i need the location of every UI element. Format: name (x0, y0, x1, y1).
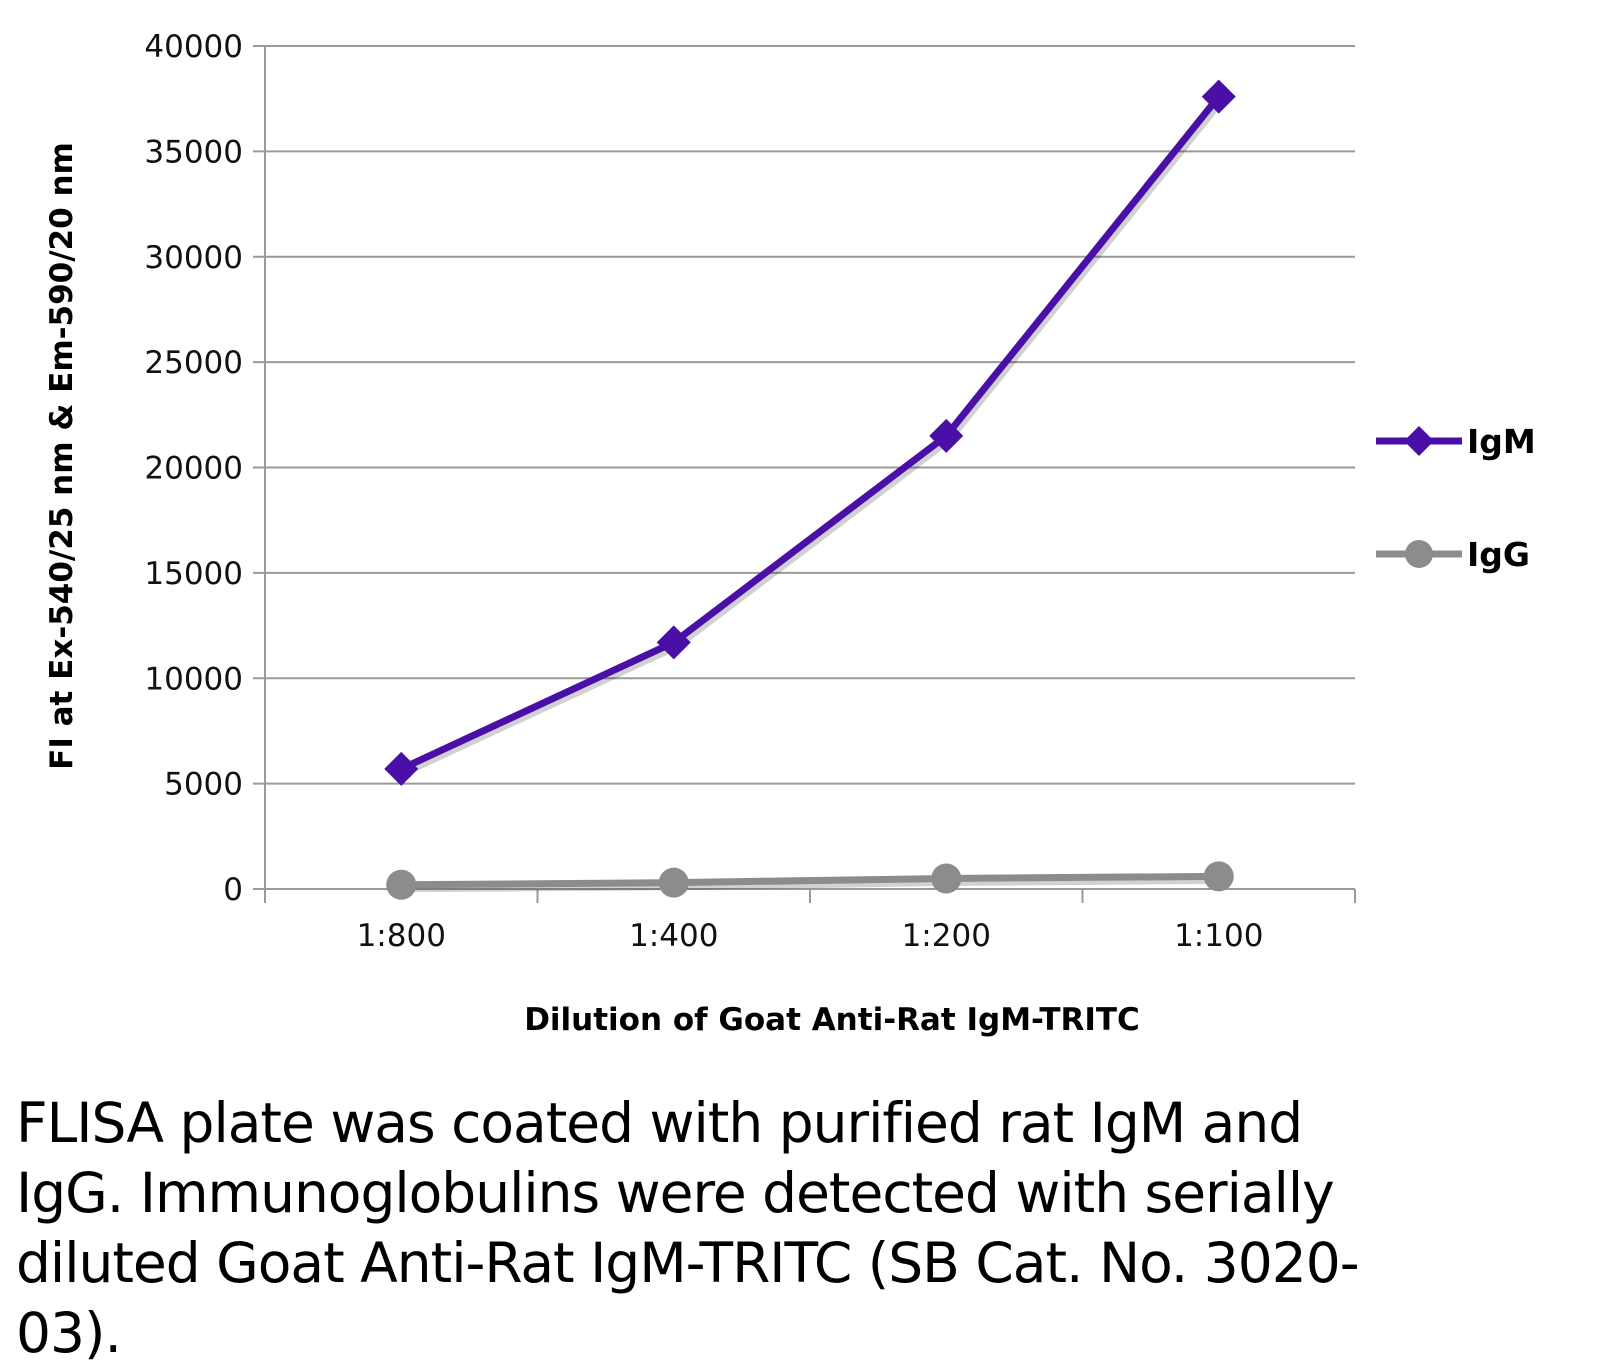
x-tick-labels: 1:800 1:400 1:200 1:100 (357, 918, 1264, 954)
y-tick-label: 25000 (144, 345, 243, 381)
y-tick-label: 20000 (144, 451, 243, 487)
figure-caption: FLISA plate was coated with purified rat… (16, 1091, 1360, 1365)
x-tick-label: 1:400 (629, 918, 718, 954)
gridlines (253, 45, 1355, 785)
line-chart: 0 5000 10000 15000 20000 25000 30000 35000 40000… (44, 29, 1536, 1038)
data-point-IgM (656, 625, 691, 660)
legend: IgM IgG (1376, 422, 1536, 574)
data-point-IgG (658, 867, 689, 898)
series-layer (384, 79, 1236, 900)
axes (253, 46, 1356, 903)
series-line-IgG (401, 872, 1219, 889)
legend-label-IgG: IgG (1467, 535, 1530, 574)
y-tick-label: 5000 (164, 767, 243, 803)
series-shadow-IgG (404, 876, 1222, 893)
data-point-IgG (386, 869, 417, 900)
series-line-IgM (399, 94, 1222, 773)
data-point-IgM (1201, 79, 1236, 114)
data-point-IgG (931, 863, 962, 894)
series-shadow-IgM (402, 98, 1225, 777)
legend-label-IgM: IgM (1467, 422, 1536, 461)
x-tick-label: 1:800 (357, 918, 446, 954)
y-tick-label: 0 (223, 872, 243, 908)
data-point-IgM (929, 418, 964, 453)
y-tick-label: 35000 (144, 134, 243, 170)
data-point-IgG (1203, 861, 1234, 892)
data-point-IgM (384, 751, 419, 786)
x-tick-label: 1:100 (1174, 918, 1263, 954)
y-tick-label: 40000 (144, 29, 243, 65)
x-tick-label: 1:200 (902, 918, 991, 954)
x-axis-title: Dilution of Goat Anti-Rat IgM-TRITC (524, 1002, 1140, 1038)
legend-marker-IgG (1405, 540, 1433, 568)
y-tick-labels: 0 5000 10000 15000 20000 25000 30000 35000 40000 (144, 29, 243, 908)
y-tick-label: 10000 (144, 661, 243, 697)
legend-marker-IgM (1404, 426, 1434, 456)
y-tick-label: 30000 (144, 240, 243, 276)
y-tick-label: 15000 (144, 556, 243, 592)
y-axis-title: FI at Ex-540/25 nm & Em-590/20 nm (44, 142, 80, 770)
